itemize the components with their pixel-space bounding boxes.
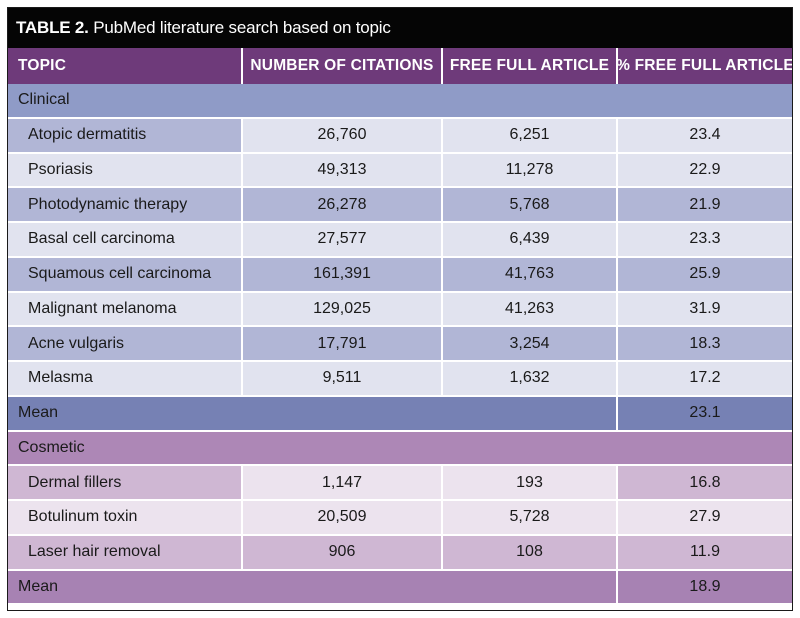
table-row: Malignant melanoma 129,025 41,263 31.9 — [8, 292, 792, 328]
citations-cell: 9,511 — [241, 362, 441, 395]
topic-cell: Squamous cell carcinoma — [8, 257, 241, 291]
pct-cell: 21.9 — [616, 188, 792, 221]
header-citations: NUMBER OF CITATIONS — [241, 48, 441, 84]
table-row: Psoriasis 49,313 11,278 22.9 — [8, 153, 792, 189]
header-topic: TOPIC — [18, 57, 67, 74]
section-row-clinical: Clinical — [8, 84, 792, 119]
citations-cell: 27,577 — [241, 223, 441, 256]
citations-cell: 49,313 — [241, 153, 441, 187]
citations-cell: 161,391 — [241, 257, 441, 291]
table-row: Laser hair removal 906 108 11.9 — [8, 535, 792, 571]
pct-cell: 31.9 — [616, 292, 792, 326]
table-row: Squamous cell carcinoma 161,391 41,763 2… — [8, 257, 792, 293]
citations-cell: 26,760 — [241, 118, 441, 152]
table-grid: TOPIC NUMBER OF CITATIONS FREE FULL ARTI… — [8, 48, 792, 606]
citations-cell: 17,791 — [241, 327, 441, 360]
table-row: Melasma 9,511 1,632 17.2 — [8, 362, 792, 397]
table-row: Basal cell carcinoma 27,577 6,439 23.3 — [8, 223, 792, 258]
pct-cell: 23.3 — [616, 223, 792, 256]
table-caption-label: TABLE 2. — [16, 18, 89, 37]
pct-cell: 25.9 — [616, 257, 792, 291]
table-header-row: TOPIC NUMBER OF CITATIONS FREE FULL ARTI… — [8, 48, 792, 84]
pct-cell: 18.3 — [616, 327, 792, 360]
mean-value-cosmetic: 18.9 — [616, 570, 792, 604]
free-cell: 108 — [441, 535, 616, 569]
table-row: Dermal fillers 1,147 193 16.8 — [8, 466, 792, 501]
pct-cell: 23.4 — [616, 118, 792, 152]
section-row-cosmetic: Cosmetic — [8, 431, 792, 467]
pct-cell: 22.9 — [616, 153, 792, 187]
mean-row-clinical: Mean 23.1 — [8, 396, 792, 432]
pct-cell: 11.9 — [616, 535, 792, 569]
header-free-full-article: FREE FULL ARTICLE — [441, 48, 616, 84]
free-cell: 3,254 — [441, 327, 616, 360]
free-cell: 6,251 — [441, 118, 616, 152]
topic-cell: Atopic dermatitis — [8, 118, 241, 152]
free-cell: 193 — [441, 466, 616, 499]
free-cell: 41,763 — [441, 257, 616, 291]
topic-cell: Laser hair removal — [8, 535, 241, 569]
table-row: Acne vulgaris 17,791 3,254 18.3 — [8, 327, 792, 362]
free-cell: 11,278 — [441, 153, 616, 187]
topic-cell: Malignant melanoma — [8, 292, 241, 326]
table-row: Photodynamic therapy 26,278 5,768 21.9 — [8, 188, 792, 223]
free-cell: 1,632 — [441, 362, 616, 395]
free-cell: 6,439 — [441, 223, 616, 256]
topic-cell: Photodynamic therapy — [8, 188, 241, 221]
topic-cell: Melasma — [8, 362, 241, 395]
citations-cell: 129,025 — [241, 292, 441, 326]
pct-cell: 27.9 — [616, 501, 792, 534]
table-row: Botulinum toxin 20,509 5,728 27.9 — [8, 501, 792, 536]
topic-cell: Botulinum toxin — [8, 501, 241, 534]
citations-cell: 906 — [241, 535, 441, 569]
pct-cell: 17.2 — [616, 362, 792, 395]
citations-cell: 1,147 — [241, 466, 441, 499]
section-label-clinical: Clinical — [18, 91, 70, 109]
citations-cell: 20,509 — [241, 501, 441, 534]
free-cell: 5,728 — [441, 501, 616, 534]
mean-label-clinical: Mean — [8, 396, 616, 430]
topic-cell: Basal cell carcinoma — [8, 223, 241, 256]
section-label-cosmetic: Cosmetic — [18, 438, 85, 456]
mean-row-cosmetic: Mean 18.9 — [8, 570, 792, 606]
free-cell: 5,768 — [441, 188, 616, 221]
table-row: Atopic dermatitis 26,760 6,251 23.4 — [8, 118, 792, 154]
mean-label-cosmetic: Mean — [8, 570, 616, 604]
citations-cell: 26,278 — [241, 188, 441, 221]
pubmed-table: TABLE 2. PubMed literature search based … — [7, 7, 793, 611]
topic-cell: Dermal fillers — [8, 466, 241, 499]
table-caption: TABLE 2. PubMed literature search based … — [8, 8, 792, 48]
topic-cell: Psoriasis — [8, 153, 241, 187]
mean-value-clinical: 23.1 — [616, 396, 792, 430]
topic-cell: Acne vulgaris — [8, 327, 241, 360]
header-pct-free: % FREE FULL ARTICLE — [616, 48, 792, 84]
table-caption-text: PubMed literature search based on topic — [93, 18, 391, 37]
free-cell: 41,263 — [441, 292, 616, 326]
pct-cell: 16.8 — [616, 466, 792, 499]
